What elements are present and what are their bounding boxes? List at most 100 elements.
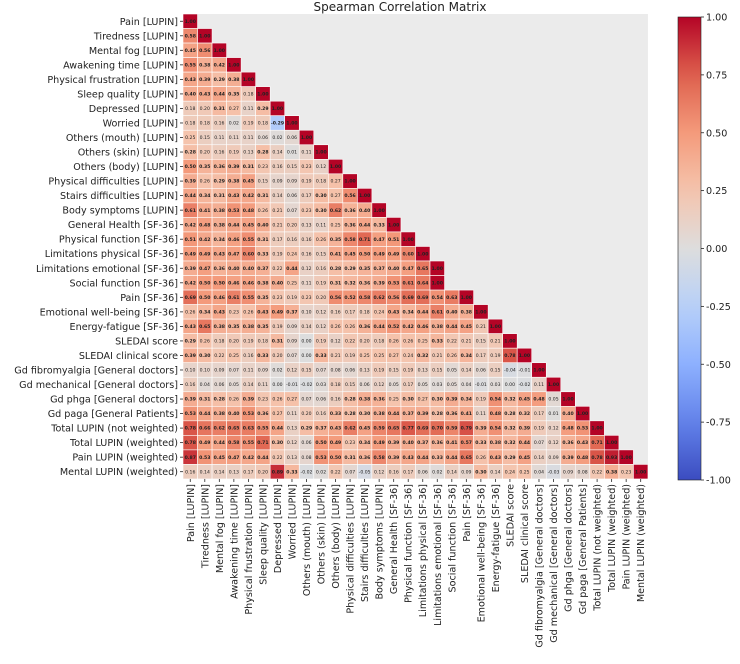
cell-value-label: 0.43 (388, 309, 399, 315)
cell-value-label: 0.09 (272, 179, 282, 185)
cell-value-label: 0.31 (257, 193, 268, 199)
cell-value-label: 0.51 (388, 237, 399, 243)
cell-value-label: 0.40 (228, 266, 239, 272)
cell-value-label: -0.01 (519, 368, 531, 374)
cell-value-label: 1.00 (257, 92, 268, 98)
cell-value-label: 0.11 (243, 368, 253, 374)
cell-value-label: 0.22 (592, 469, 602, 475)
cell-value-label: 0.19 (229, 150, 239, 156)
cell-value-label: 0.06 (287, 193, 297, 199)
cell-value-label: 0.11 (258, 382, 268, 388)
cell-value-label: 0.00 (505, 382, 515, 388)
cell-value-label: 0.32 (504, 397, 515, 403)
cell-value-label: 0.38 (243, 324, 254, 330)
cell-value-label: 0.12 (374, 382, 384, 388)
cell-value-label: 0.12 (374, 469, 384, 475)
cell-value-label: 0.54 (490, 426, 501, 432)
cell-value-label: 0.44 (199, 411, 210, 417)
cell-value-label: 0.26 (476, 455, 486, 461)
cell-value-label: 0.30 (199, 353, 210, 359)
cell-value-label: 0.28 (214, 397, 225, 403)
y-tick-label: General Health [SF-36] (68, 220, 178, 231)
cell-value-label: 0.40 (243, 266, 254, 272)
cell-value-label: 0.30 (315, 208, 326, 214)
cell-value-label: 0.20 (200, 106, 210, 112)
cell-value-label: 0.20 (287, 222, 297, 228)
cell-value-label: 0.15 (432, 368, 442, 374)
cell-value-label: 0.56 (330, 295, 341, 301)
cell-value-label: 0.20 (360, 339, 370, 345)
cell-value-label: 0.61 (432, 309, 443, 315)
cell-value-label: 0.50 (199, 280, 210, 286)
cell-value-label: 0.32 (519, 411, 530, 417)
cell-value-label: 0.27 (272, 411, 282, 417)
cell-value-label: 0.42 (199, 237, 210, 243)
cell-value-label: 0.27 (418, 397, 428, 403)
cell-value-label: 0.11 (243, 106, 253, 112)
cell-value-label: 1.00 (286, 121, 297, 127)
cell-value-label: 0.08 (577, 469, 587, 475)
cell-value-label: 0.18 (243, 92, 253, 98)
cell-value-label: 1.00 (461, 295, 472, 301)
x-tick-label: Social function [SF-36] (447, 484, 458, 592)
cell-value-label: 0.26 (389, 339, 399, 345)
cell-value-label: 0.06 (418, 469, 428, 475)
cell-value-label: 0.65 (199, 324, 210, 330)
cell-value-label: 0.17 (243, 469, 253, 475)
cell-value-label: 0.51 (185, 237, 196, 243)
cell-value-label: 1.00 (228, 62, 239, 68)
cell-value-label: 0.06 (301, 440, 311, 446)
cell-value-label: 0.09 (287, 179, 297, 185)
cell-value-label: 0.56 (199, 48, 210, 54)
cell-value-label: 0.59 (373, 426, 384, 432)
cell-value-label: 0.44 (214, 440, 225, 446)
cell-value-label: 0.40 (446, 309, 457, 315)
cell-value-label: 0.25 (519, 469, 529, 475)
cell-value-label: 0.23 (301, 164, 311, 170)
cell-value-label: 0.30 (432, 397, 443, 403)
cell-value-label: 0.16 (301, 237, 311, 243)
x-tick-label: Physical difficulties [LUPIN] (346, 484, 357, 614)
cell-value-label: 0.11 (214, 135, 224, 141)
x-tick-label: Mental fog [LUPIN] (215, 484, 226, 573)
cell-value-label: 0.45 (519, 397, 530, 403)
cell-value-label: 0.47 (199, 266, 210, 272)
cell-value-label: 0.41 (461, 411, 472, 417)
cell-value-label: 0.11 (316, 222, 326, 228)
cell-value-label: 0.38 (373, 411, 384, 417)
cell-value-label: 0.41 (446, 440, 457, 446)
cell-value-label: 0.15 (316, 251, 326, 257)
cell-value-label: 0.28 (185, 150, 196, 156)
y-tick-label: Limitations physical [SF-36] (45, 249, 178, 260)
cell-value-label: 0.18 (330, 382, 340, 388)
x-tick-label: Depressed [LUPIN] (273, 484, 284, 573)
cell-value-label: 0.50 (315, 440, 326, 446)
cell-value-label: 0.38 (461, 309, 472, 315)
cell-value-label: 1.00 (519, 353, 530, 359)
x-tick-label: Others (skin) [LUPIN] (317, 484, 328, 584)
cell-value-label: 0.53 (315, 455, 326, 461)
cell-value-label: 1.00 (533, 368, 544, 374)
cell-value-label: 0.33 (373, 222, 384, 228)
cell-value-label: 1.00 (315, 150, 326, 156)
cell-value-label: 0.40 (228, 411, 239, 417)
cell-value-label: 1.00 (214, 48, 225, 54)
cell-value-label: 0.55 (257, 426, 268, 432)
cell-value-label: 0.26 (229, 397, 239, 403)
cell-value-label: 0.39 (388, 440, 399, 446)
x-tick-label: Pain [SF-36] (462, 484, 473, 542)
y-tick-label: Tiredness [LUPIN] (93, 31, 178, 42)
cell-value-label: 0.78 (185, 440, 196, 446)
cell-value-label: 0.36 (344, 208, 355, 214)
cell-value-label: 0.01 (548, 411, 558, 417)
cell-value-label: 0.29 (301, 426, 312, 432)
cell-value-label: 0.71 (591, 440, 602, 446)
cell-value-label: 0.28 (344, 411, 355, 417)
cell-value-label: 0.32 (504, 440, 515, 446)
cell-value-label: 0.12 (316, 164, 326, 170)
cell-value-label: 0.19 (316, 280, 326, 286)
cell-value-label: 0.18 (374, 339, 384, 345)
cell-value-label: 0.26 (316, 237, 326, 243)
cell-value-label: 0.17 (301, 193, 311, 199)
cell-value-label: 0.19 (243, 121, 253, 127)
